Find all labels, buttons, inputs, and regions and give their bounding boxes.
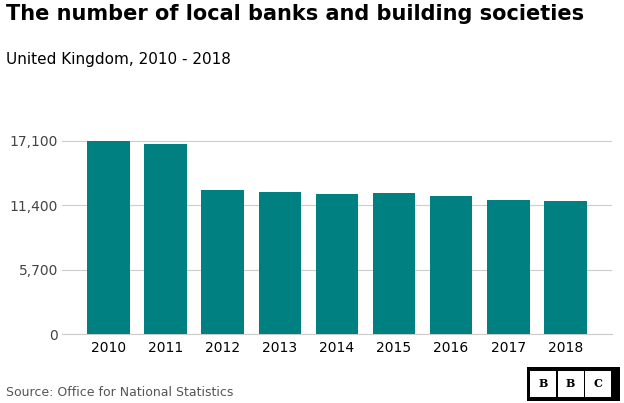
Bar [87, 141, 130, 334]
Bar [373, 193, 416, 334]
Bar [430, 196, 472, 334]
Bar [258, 192, 301, 334]
Bar [202, 190, 244, 334]
Text: B: B [566, 378, 575, 389]
Text: C: C [594, 378, 603, 389]
Bar [530, 371, 556, 397]
Bar [544, 202, 587, 334]
Text: Source: Office for National Statistics: Source: Office for National Statistics [6, 386, 233, 399]
Text: The number of local banks and building societies: The number of local banks and building s… [6, 4, 584, 24]
Bar [585, 371, 612, 397]
Text: B: B [539, 378, 548, 389]
Bar [558, 371, 583, 397]
Bar [316, 194, 358, 334]
Bar [144, 144, 187, 334]
Text: United Kingdom, 2010 - 2018: United Kingdom, 2010 - 2018 [6, 52, 231, 67]
Bar [487, 200, 530, 334]
